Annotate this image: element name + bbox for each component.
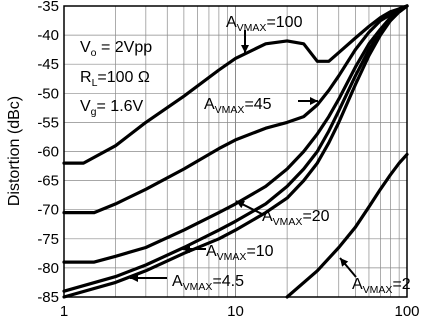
y-tick-labels: -35 -40 -45 -50 -55 -60 -65 -70 -75 -80 -85: [37, 0, 59, 306]
series-label: AVMAX=45: [204, 96, 272, 116]
label-arrow-head: [340, 258, 349, 267]
series-line: [62, 4, 409, 299]
series-label: AVMAX=4.5: [172, 273, 244, 293]
label-arrow-head: [236, 201, 245, 209]
y-tick-label: -75: [37, 231, 59, 248]
series-line: [62, 4, 409, 165]
x-tick-labels: 1 10 100: [60, 303, 420, 320]
y-tick-label: -40: [37, 27, 59, 44]
series-label: AVMAX=20: [262, 208, 330, 228]
x-tick-label: 100: [394, 303, 419, 320]
y-tick-label: -55: [37, 114, 59, 131]
y-tick-label: -35: [37, 0, 59, 15]
series-lines: [62, 4, 409, 299]
y-tick-label: -65: [37, 173, 59, 190]
label-arrow-head: [182, 245, 190, 253]
y-tick-label: -60: [37, 144, 59, 161]
condition-label: Vo = 2Vpp: [80, 39, 152, 59]
series-line: [62, 4, 409, 264]
plot-frame: [63, 5, 408, 298]
label-arrow-head: [310, 97, 318, 105]
y-tick-label: -85: [37, 289, 59, 306]
condition-label: RL=100 Ω: [80, 69, 150, 89]
y-tick-label: -45: [37, 56, 59, 73]
x-tick-label: 10: [227, 303, 244, 320]
y-tick-label: -50: [37, 85, 59, 102]
series-line: [285, 152, 409, 299]
series-label: AVMAX=2: [352, 276, 411, 296]
x-tick-label: 1: [60, 303, 68, 320]
series-line: [62, 4, 409, 215]
y-tick-label: -70: [37, 202, 59, 219]
y-tick-label: -80: [37, 260, 59, 277]
condition-label: Vg= 1.6V: [80, 98, 144, 118]
y-axis-label: Distortion (dBc): [6, 96, 23, 206]
label-arrow-head: [241, 45, 249, 53]
label-arrow-head: [130, 274, 138, 282]
series-label: AVMAX=10: [206, 243, 274, 263]
